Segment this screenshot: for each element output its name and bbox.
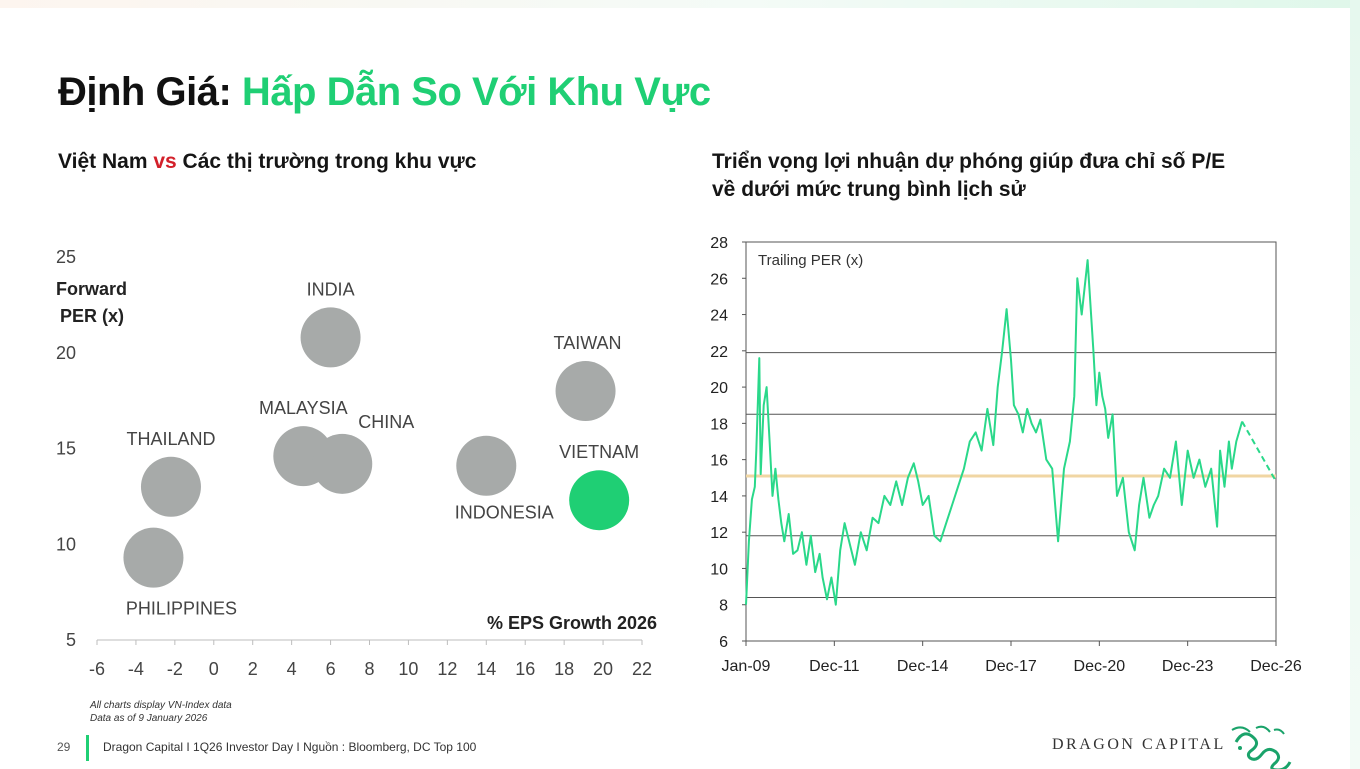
line-x-tick-label: Dec-23 [1162,658,1214,675]
line-y-tick-label: 12 [710,525,728,542]
note-line1: All charts display VN-Index data [90,700,232,711]
bubble-taiwan [555,361,616,422]
scatter-x-tick-label: 12 [437,659,457,679]
bubble-label-philippines: PHILIPPINES [126,599,237,619]
line-x-tick-label: Dec-20 [1074,658,1126,675]
line-y-tick-label: 10 [710,561,728,578]
line-chart-title: Trailing PER (x) [758,252,863,269]
scatter-x-tick-label: -4 [128,659,144,679]
scatter-x-tick-label: 14 [476,659,496,679]
note-line2: Data as of 9 January 2026 [90,713,208,724]
bubble-label-india: INDIA [307,279,355,299]
page-title: Định Giá: Hấp Dẫn So Với Khu Vực [58,70,711,115]
line-y-tick-label: 8 [719,598,728,615]
line-y-tick-label: 20 [710,380,728,397]
scatter-x-tick-label: -6 [89,659,105,679]
left-chart-subtitle: Việt Nam vs Các thị trường trong khu vực [58,148,476,176]
title-part1: Định Giá [58,70,219,114]
subtitle-region: Các thị trường trong khu vực [176,150,477,173]
bubble-label-taiwan: TAIWAN [554,333,622,353]
line-y-tick-label: 6 [719,634,728,651]
scatter-x-tick-label: 22 [632,659,652,679]
scatter-axes: -6 -4 -2 0 2 4 6 8 10 12 14 16 18 20 22 5 10 15 20 25 [56,247,652,679]
right-accent-bar [1350,0,1360,769]
scatter-y-tick-label: 5 [66,630,76,650]
bubble-label-indonesia: INDONESIA [455,503,554,523]
line-chart-series [745,259,1277,606]
right-subtitle-line1: Triển vọng lợi nhuận dự phóng giúp đưa c… [712,150,1226,173]
line-x-tick-label: Dec-14 [897,658,949,675]
scatter-y-tick-label: 15 [56,439,76,459]
scatter-ylabel-line1: Forward [56,279,127,299]
title-separator: : [218,70,232,114]
scatter-y-tick-label: 10 [56,534,76,554]
per-series-line [745,259,1244,606]
title-part2: Hấp Dẫn So Với Khu Vực [241,70,711,114]
scatter-x-tick-label: 6 [326,659,336,679]
line-x-tick-label: Dec-11 [809,658,859,675]
bubble-philippines [123,527,184,588]
subtitle-vietnam: Việt Nam [58,150,154,173]
bubble-label-thailand: THAILAND [126,429,215,449]
line-y-tick-label: 24 [710,308,728,325]
scatter-x-tick-label: 4 [287,659,297,679]
scatter-bubbles [123,307,630,588]
line-x-tick-label: Jan-09 [722,658,771,675]
footer-divider [86,735,89,761]
line-x-tick-label: Dec-17 [985,658,1037,675]
scatter-labels: INDIA TAIWAN MALAYSIA CHINA THAILAND INDONESI… [126,279,639,618]
scatter-y-tick-label: 25 [56,247,76,267]
line-y-tick-label: 16 [710,453,728,470]
bubble-indonesia [456,435,517,496]
right-subtitle-line2: về dưới mức trung bình lịch sử [712,178,1026,201]
bubble-india [300,307,361,368]
per-forecast-line [1241,421,1277,482]
scatter-x-tick-label: 0 [209,659,219,679]
scatter-x-tick-label: 20 [593,659,613,679]
line-y-tick-label: 18 [710,416,728,433]
line-chart-frame [745,241,1277,642]
right-chart-subtitle: Triển vọng lợi nhuận dự phóng giúp đưa c… [712,148,1225,204]
page-number: 29 [57,740,71,754]
scatter-x-tick-label: 18 [554,659,574,679]
brand-name: DRAGON CAPITAL [1052,736,1226,753]
line-x-tick-label: Dec-26 [1250,658,1302,675]
bubble-china [312,433,373,494]
subtitle-vs: vs [153,150,177,173]
top-accent-bar [0,0,1360,8]
bubble-label-malaysia: MALAYSIA [259,398,348,418]
line-y-tick-label: 22 [710,344,728,361]
bubble-thailand [140,456,201,517]
scatter-y-tick-label: 20 [56,343,76,363]
bubble-vietnam [569,470,630,531]
footer-source: Dragon Capital I 1Q26 Investor Day I Ngu… [103,740,477,754]
scatter-x-tick-label: 10 [398,659,418,679]
bubble-label-china: CHINA [358,412,414,432]
scatter-xlabel: % EPS Growth 2026 [487,613,657,633]
line-y-tick-label: 26 [710,271,728,288]
line-y-tick-label: 28 [710,235,728,252]
scatter-ylabel-line2: PER (x) [60,306,124,326]
line-chart-axes: 6 8 10 12 14 16 18 20 22 24 26 28 Jan-09 Dec-11 Dec-14… [710,235,1302,675]
line-chart-gridlines [745,241,1277,642]
line-y-tick-label: 14 [710,489,728,506]
scatter-x-tick-label: -2 [167,659,183,679]
bubble-label-vietnam: VIETNAM [559,442,639,462]
scatter-x-tick-label: 16 [515,659,535,679]
scatter-x-tick-label: 2 [248,659,258,679]
footer: 29 Dragon Capital I 1Q26 Investor Day I … [0,732,1360,762]
scatter-x-tick-label: 8 [364,659,374,679]
